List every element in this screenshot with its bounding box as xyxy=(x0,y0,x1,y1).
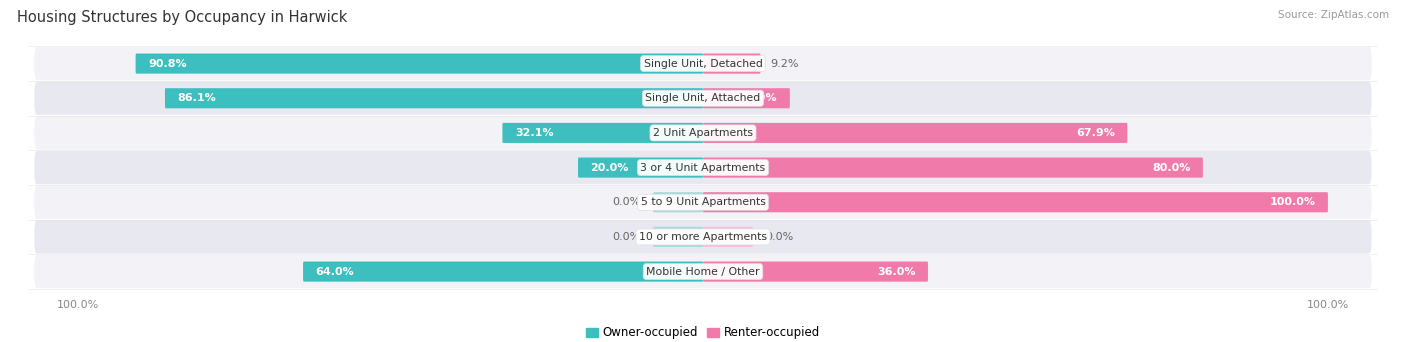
FancyBboxPatch shape xyxy=(34,47,1372,80)
FancyBboxPatch shape xyxy=(34,82,1372,115)
Text: 9.2%: 9.2% xyxy=(770,58,799,69)
Text: 10 or more Apartments: 10 or more Apartments xyxy=(638,232,768,242)
FancyBboxPatch shape xyxy=(703,192,1327,212)
FancyBboxPatch shape xyxy=(652,227,703,247)
FancyBboxPatch shape xyxy=(703,123,1128,143)
Text: 0.0%: 0.0% xyxy=(765,232,794,242)
Text: Single Unit, Detached: Single Unit, Detached xyxy=(644,58,762,69)
FancyBboxPatch shape xyxy=(578,158,703,177)
Text: 0.0%: 0.0% xyxy=(612,197,641,207)
Text: 3 or 4 Unit Apartments: 3 or 4 Unit Apartments xyxy=(641,162,765,173)
FancyBboxPatch shape xyxy=(34,255,1372,288)
FancyBboxPatch shape xyxy=(34,151,1372,184)
Text: 0.0%: 0.0% xyxy=(612,232,641,242)
Text: Housing Structures by Occupancy in Harwick: Housing Structures by Occupancy in Harwi… xyxy=(17,10,347,25)
Text: 5 to 9 Unit Apartments: 5 to 9 Unit Apartments xyxy=(641,197,765,207)
FancyBboxPatch shape xyxy=(703,88,790,108)
Text: 36.0%: 36.0% xyxy=(877,266,915,277)
FancyBboxPatch shape xyxy=(703,262,928,282)
Text: 100.0%: 100.0% xyxy=(1270,197,1316,207)
Legend: Owner-occupied, Renter-occupied: Owner-occupied, Renter-occupied xyxy=(581,321,825,342)
FancyBboxPatch shape xyxy=(703,53,761,74)
Text: Mobile Home / Other: Mobile Home / Other xyxy=(647,266,759,277)
Text: 80.0%: 80.0% xyxy=(1152,162,1191,173)
FancyBboxPatch shape xyxy=(703,158,1204,177)
Text: 2 Unit Apartments: 2 Unit Apartments xyxy=(652,128,754,138)
FancyBboxPatch shape xyxy=(34,186,1372,219)
FancyBboxPatch shape xyxy=(34,220,1372,253)
FancyBboxPatch shape xyxy=(34,116,1372,149)
Text: 67.9%: 67.9% xyxy=(1076,128,1115,138)
FancyBboxPatch shape xyxy=(652,192,703,212)
FancyBboxPatch shape xyxy=(165,88,703,108)
FancyBboxPatch shape xyxy=(304,262,703,282)
Text: 13.9%: 13.9% xyxy=(738,93,778,103)
FancyBboxPatch shape xyxy=(703,227,754,247)
Text: 86.1%: 86.1% xyxy=(177,93,217,103)
Text: 32.1%: 32.1% xyxy=(515,128,554,138)
Text: 90.8%: 90.8% xyxy=(148,58,187,69)
Text: Source: ZipAtlas.com: Source: ZipAtlas.com xyxy=(1278,10,1389,20)
FancyBboxPatch shape xyxy=(502,123,703,143)
Text: 64.0%: 64.0% xyxy=(315,266,354,277)
Text: Single Unit, Attached: Single Unit, Attached xyxy=(645,93,761,103)
Text: 20.0%: 20.0% xyxy=(591,162,628,173)
FancyBboxPatch shape xyxy=(135,53,703,74)
